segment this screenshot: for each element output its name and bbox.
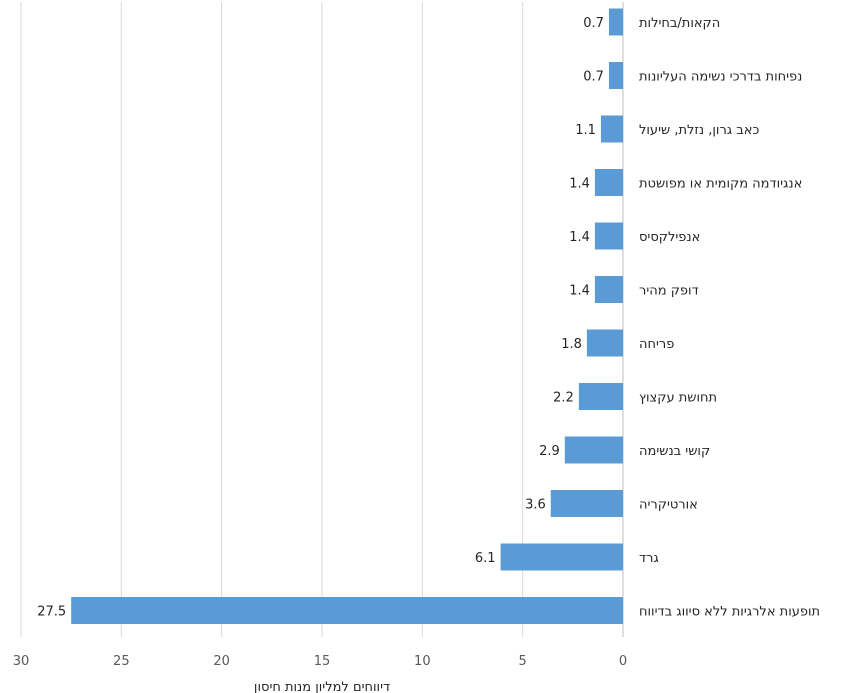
x-tick-label: 30 <box>13 654 30 669</box>
data-label: 0.7 <box>583 70 604 85</box>
x-tick-label: 10 <box>414 654 431 669</box>
data-label: 1.4 <box>569 177 590 192</box>
bar <box>594 222 623 250</box>
category-label: קושי בנשימה <box>639 444 710 459</box>
data-label: 3.6 <box>525 498 546 513</box>
data-label: 2.2 <box>553 391 574 406</box>
x-tick-label: 15 <box>314 654 331 669</box>
bars <box>71 8 623 624</box>
x-axis-title: דיווחים למליון מנות חיסון <box>254 680 390 693</box>
data-labels: 0.7 0.7 1.1 1.4 1.4 1.4 1.8 2.2 2.9 3.6 6.1 27.5 <box>37 16 604 620</box>
data-label: 27.5 <box>37 605 66 620</box>
data-label: 2.9 <box>539 444 560 459</box>
bar <box>608 62 623 89</box>
bar <box>564 436 623 464</box>
data-label: 6.1 <box>475 551 496 566</box>
category-labels: הקאות/בחילות נפיחות בדרכי נשימה העליונות כ… <box>639 16 820 620</box>
category-label: נפיחות בדרכי נשימה העליונות <box>639 70 802 85</box>
gridlines <box>20 2 624 637</box>
bar <box>586 329 623 357</box>
data-label: 1.4 <box>569 230 590 245</box>
data-label: 1.4 <box>569 284 590 299</box>
category-label: הקאות/בחילות <box>639 16 720 31</box>
bar <box>500 543 623 571</box>
category-label: דופק מהיר <box>639 284 699 299</box>
data-label: 0.7 <box>583 16 604 31</box>
bar <box>578 383 623 410</box>
data-label: 1.8 <box>561 337 582 352</box>
category-label: כאב גרון, נזלת, שיעול <box>639 123 759 138</box>
category-label: אנגיודמה מקומית או מפושטת <box>639 177 802 192</box>
category-label: אנפילקסיס <box>639 230 700 245</box>
x-tick-label: 5 <box>519 654 527 669</box>
category-label: תופעות אלרגיות ללא סיווג בדיווח <box>639 605 820 620</box>
bar <box>608 8 623 36</box>
bar <box>594 276 623 303</box>
category-label: פריחה <box>639 337 674 352</box>
bar <box>594 169 623 196</box>
category-label: גרד <box>639 551 659 566</box>
x-tick-label: 20 <box>213 654 230 669</box>
category-label: תחושת עקצוץ <box>639 391 717 406</box>
bar <box>550 490 623 517</box>
bar <box>71 597 623 624</box>
x-tick-label: 0 <box>619 654 627 669</box>
bar <box>600 115 623 143</box>
category-label: אורטיקריה <box>639 498 698 513</box>
x-axis-ticks: 0 5 10 15 20 25 30 <box>13 654 627 669</box>
x-tick-label: 25 <box>113 654 130 669</box>
data-label: 1.1 <box>575 123 596 138</box>
